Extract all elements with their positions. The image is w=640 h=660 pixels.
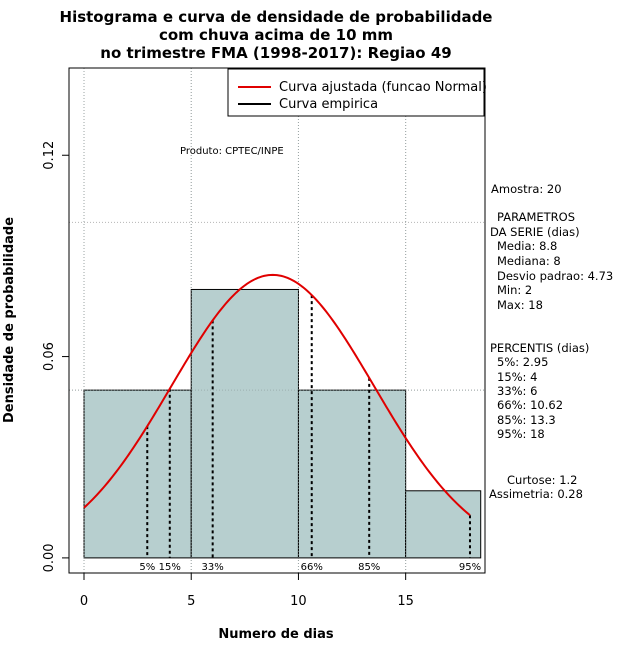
fitted-normal-curve: [83, 273, 471, 516]
param-mean: Media: 8.8: [497, 239, 557, 253]
curve-layer: 5% 15% 33% 66% 85% 95%: [83, 273, 481, 573]
pct-85: 85%: 13.3: [497, 413, 556, 427]
percentile-label: 95%: [459, 562, 481, 573]
pct-66: 66%: 10.62: [497, 398, 563, 412]
histogram-bar: [190, 288, 299, 559]
kurtosis: Curtose: 1.2: [507, 473, 577, 487]
bars-layer: [69, 68, 485, 573]
legend-label-empirical: Curva empirica: [279, 97, 378, 112]
y-tick-label: 0.12: [42, 141, 57, 170]
param-median: Mediana: 8: [497, 254, 561, 268]
legend-label-fitted: Curva ajustada (funcao Normal): [279, 80, 487, 95]
chart-title-line-2: com chuva acima de 10 mm: [159, 26, 393, 44]
sample-size: Amostra: 20: [491, 182, 562, 196]
y-tick-label: 0.00: [42, 543, 57, 572]
pct-95: 95%: 18: [497, 427, 545, 441]
x-axis-title: Numero de dias: [218, 627, 334, 642]
histogram-bar: [297, 389, 407, 559]
pct-33: 33%: 6: [497, 384, 537, 398]
legend-box: [227, 68, 485, 117]
chart-title-line-3: no trimestre FMA (1998-2017): Regiao 49: [100, 44, 451, 62]
legend: Curva ajustada (funcao Normal) Curva emp…: [227, 68, 487, 117]
histogram-bar: [405, 490, 482, 559]
product-annotation: Produto: CPTEC/INPE: [180, 146, 284, 157]
param-max: Max: 18: [497, 298, 543, 312]
percentile-label: 5%: [139, 562, 155, 573]
parameters-title-2: DA SERIE (dias): [490, 225, 580, 239]
pct-5: 5%: 2.95: [497, 355, 548, 369]
y-tick-label: 0.06: [42, 342, 57, 371]
chart-title-line-1: Histograma e curva de densidade de proba…: [60, 8, 493, 26]
percentile-label: 33%: [202, 562, 224, 573]
percentile-label: 15%: [159, 562, 181, 573]
param-min: Min: 2: [497, 283, 532, 297]
axis-layer: 0 5 10 15 0.00 0.06 0.12: [42, 141, 414, 609]
x-tick-label: 0: [80, 594, 88, 609]
x-tick-label: 5: [187, 594, 195, 609]
x-tick-label: 10: [290, 594, 307, 609]
percentile-label: 66%: [301, 562, 323, 573]
x-tick-label: 15: [397, 594, 414, 609]
percentiles-title: PERCENTIS (dias): [490, 341, 589, 355]
percentile-label: 85%: [358, 562, 380, 573]
pct-15: 15%: 4: [497, 370, 537, 384]
histogram-bar: [83, 389, 192, 559]
param-sd: Desvio padrao: 4.73: [497, 269, 613, 283]
y-axis-title: Densidade de probabilidade: [2, 217, 17, 423]
skewness: Assimetria: 0.28: [489, 487, 583, 501]
percentile-lines-layer: [146, 295, 471, 558]
parameters-title-1: PARAMETROS: [497, 210, 575, 224]
side-panel: Amostra: 20 PARAMETROS DA SERIE (dias) M…: [489, 182, 613, 501]
